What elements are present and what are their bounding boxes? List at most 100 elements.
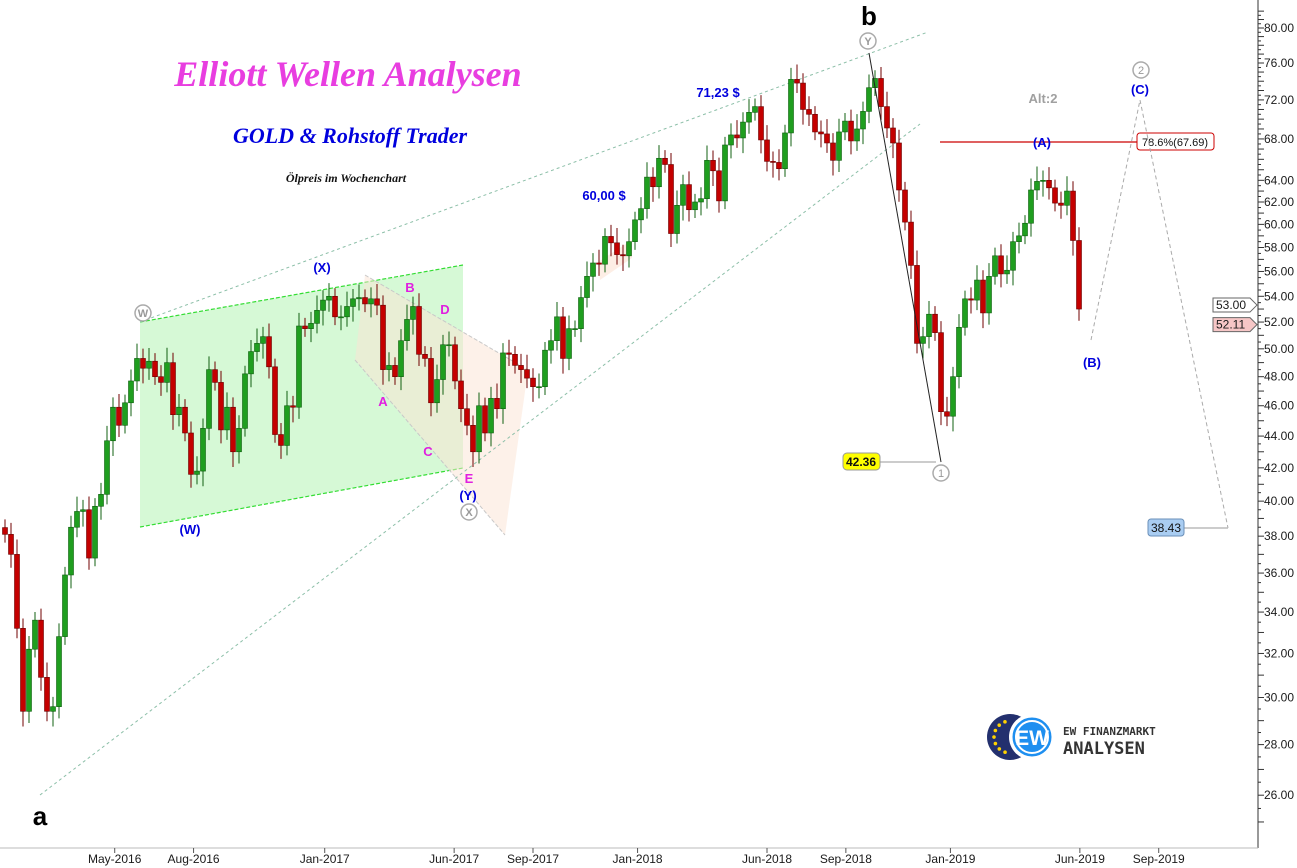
channel-upper-line [139, 264, 464, 323]
candle [668, 152, 674, 247]
candle-body [92, 505, 98, 559]
candle [896, 129, 902, 202]
candle-body [656, 157, 662, 188]
candle [692, 193, 698, 218]
candle-body [314, 310, 320, 324]
candle-body [344, 306, 350, 318]
candle [884, 91, 890, 138]
candle-body [482, 405, 488, 434]
star [997, 747, 1002, 751]
candle-body [116, 406, 122, 426]
candle [962, 290, 968, 336]
candle-body [32, 619, 38, 650]
candle [320, 290, 326, 326]
candle-body [788, 79, 794, 134]
candle [20, 618, 26, 727]
candle-body [1010, 241, 1016, 271]
candle [314, 295, 320, 334]
candle-body [992, 255, 998, 277]
candle-body [728, 134, 734, 146]
candle [146, 348, 152, 380]
candle [302, 317, 308, 337]
stars-icon [992, 720, 1007, 755]
candle-body [254, 343, 260, 352]
candle-body [680, 184, 686, 206]
candle-body [638, 208, 644, 221]
candle [908, 210, 914, 279]
candle-body [572, 328, 578, 330]
candle [122, 394, 128, 434]
circled-2-text: 2 [1138, 65, 1144, 77]
candle-body [1034, 181, 1040, 191]
candle [80, 499, 86, 527]
y-tick-label: 60.00 [1264, 217, 1294, 231]
y-tick-label: 26.00 [1264, 788, 1294, 802]
trend-line-lower [39, 123, 921, 796]
candle [224, 392, 230, 440]
candle [956, 314, 962, 389]
candle [446, 331, 452, 357]
candle [644, 162, 650, 219]
candle [374, 283, 380, 316]
candle [506, 339, 512, 367]
wave-C-label: (C) [1131, 82, 1149, 97]
triangle-lower-line [354, 359, 506, 536]
circled-x: X [460, 503, 478, 521]
candle-body [896, 142, 902, 191]
candle-body [836, 131, 842, 161]
candle [974, 265, 980, 311]
candle-body [668, 164, 674, 234]
candle-body [686, 184, 692, 211]
candle-body [338, 316, 344, 319]
candle [998, 244, 1004, 288]
candle [338, 305, 344, 331]
candle-body [374, 298, 380, 306]
candle-body [548, 340, 554, 351]
candle-body [2, 527, 8, 535]
candle [722, 136, 728, 210]
candle [854, 114, 860, 151]
candle-body [848, 120, 854, 142]
candle-body [206, 369, 212, 429]
candle-body [386, 365, 392, 370]
candle-body [620, 254, 626, 257]
candle [470, 415, 476, 467]
candle-body [68, 526, 74, 576]
candle [326, 283, 332, 312]
tri-a-label: A [378, 394, 388, 409]
candle [1040, 170, 1046, 197]
candle [284, 390, 290, 456]
candle-body [1016, 235, 1022, 242]
candle-body [416, 306, 422, 355]
candle [1046, 167, 1052, 200]
price-tag-label: 52.11 [1216, 318, 1245, 332]
y-tick-label: 34.00 [1264, 605, 1294, 619]
candle-body [830, 142, 836, 161]
candle-body [506, 352, 512, 355]
candle [236, 415, 242, 464]
candle [608, 224, 614, 257]
candle [92, 498, 98, 567]
price-tag [1212, 297, 1258, 313]
candle [2, 519, 8, 543]
candle [380, 295, 386, 385]
price-tag [1212, 317, 1258, 333]
circled-x-text: X [465, 507, 473, 519]
candle-body [440, 344, 446, 380]
candle-body [134, 358, 140, 382]
candle-body [398, 340, 404, 377]
candle-body [944, 411, 950, 417]
candle [986, 263, 992, 325]
candle [542, 342, 548, 395]
candle [878, 66, 884, 121]
candle-body [590, 262, 596, 277]
candle [536, 373, 542, 399]
circled-1: 1 [932, 464, 950, 482]
circled-w-text: W [138, 308, 149, 320]
fib-label-box [1136, 132, 1215, 151]
candle-body [410, 306, 416, 320]
candle [1016, 222, 1022, 254]
projection-path [1090, 99, 1229, 529]
candle-body [578, 297, 584, 329]
candle-body [278, 434, 284, 446]
